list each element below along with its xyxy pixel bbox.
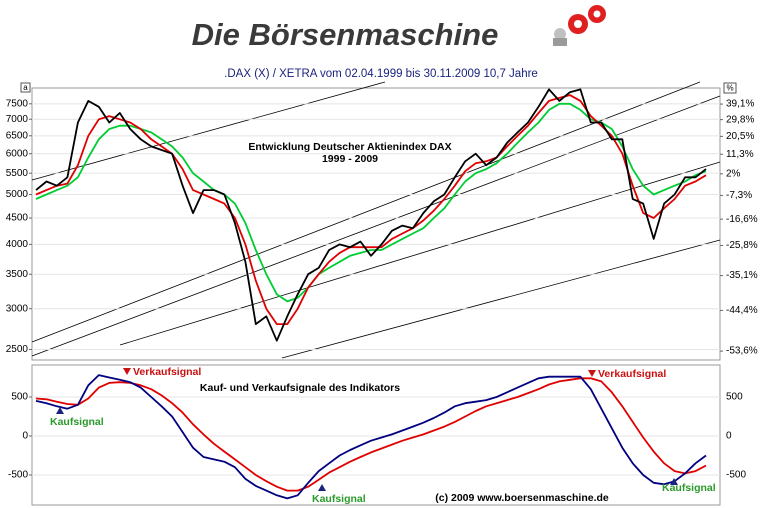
y2-axis-label: %: [726, 84, 733, 93]
signal-label: Verkaufsignal: [598, 368, 666, 380]
signal-marker: [670, 478, 678, 485]
annotation: Entwicklung Deutscher Aktienindex DAX: [248, 141, 451, 153]
y-tick-label: 3000: [6, 303, 29, 314]
signal-marker: [588, 370, 596, 377]
trendlines: [31, 81, 721, 359]
y2-tick-label: -53,6%: [726, 346, 758, 357]
y2-tick-label: 29,8%: [726, 114, 754, 125]
y-tick-label-right: 0: [726, 431, 732, 442]
series-line: [35, 374, 707, 500]
y2-tick-label: 2%: [726, 169, 741, 180]
y-tick-label-right: 500: [726, 392, 743, 403]
y-tick-label: 6500: [6, 130, 29, 141]
corner-box: [20, 82, 31, 93]
signal-marker: [318, 484, 326, 491]
y-tick-label: 5000: [6, 189, 29, 200]
trendline: [31, 95, 721, 357]
y-tick-label: 4500: [6, 213, 29, 224]
chart-title: .DAX (X) / XETRA vom 02.04.1999 bis 30.1…: [224, 68, 538, 80]
lower-title: Kauf- und Verkaufsignale des Indikators: [200, 382, 400, 394]
y-tick-label: -500: [8, 470, 28, 481]
y2-box: [723, 82, 737, 94]
y-tick-label: 2500: [6, 344, 29, 355]
y2-tick-label: 11,3%: [726, 149, 754, 160]
logo-gears: [553, 5, 606, 46]
trendline: [119, 161, 721, 346]
y2-tick-label: -25,8%: [726, 240, 758, 251]
y2-tick-label: 39,1%: [726, 99, 754, 110]
signal-label: Verkaufsignal: [133, 366, 201, 378]
y2-tick-label: 20,5%: [726, 131, 754, 142]
trendline: [31, 81, 701, 343]
y-tick-label: 6000: [6, 148, 29, 159]
y2-tick-label: -16,6%: [726, 214, 758, 225]
trendline: [281, 239, 721, 359]
y2-tick-label: -35,1%: [726, 270, 758, 281]
signal-label: Kaufsignal: [312, 493, 366, 505]
y-tick-label: 7000: [6, 114, 29, 125]
signal-marker: [123, 368, 131, 375]
y-tick-label: 5500: [6, 168, 29, 179]
y2-tick-label: -7,3%: [726, 190, 752, 201]
signal-label: Kaufsignal: [50, 416, 104, 428]
signal-marker: [56, 407, 64, 414]
series-line: [35, 377, 707, 492]
y-tick-label: 3500: [6, 269, 29, 280]
trendline: [31, 81, 386, 181]
series-line: [35, 94, 707, 325]
y2-tick-label: -44,4%: [726, 305, 758, 316]
logo-title: Die Börsenmaschine: [192, 17, 499, 52]
series-line: [35, 88, 707, 342]
footer: (c) 2009 www.boersenmaschine.de: [435, 492, 609, 504]
annotation: 1999 - 2009: [322, 153, 378, 165]
corner-label: a: [23, 83, 28, 92]
y-tick-label: 4000: [6, 239, 29, 250]
upper-plot-frame: [31, 87, 721, 361]
y-tick-label: 500: [11, 392, 28, 403]
signal-label: Kaufsignal: [662, 482, 716, 494]
y-tick-label-right: -500: [726, 470, 746, 481]
y-tick-label: 0: [22, 431, 28, 442]
y-tick-label: 7500: [6, 98, 29, 109]
